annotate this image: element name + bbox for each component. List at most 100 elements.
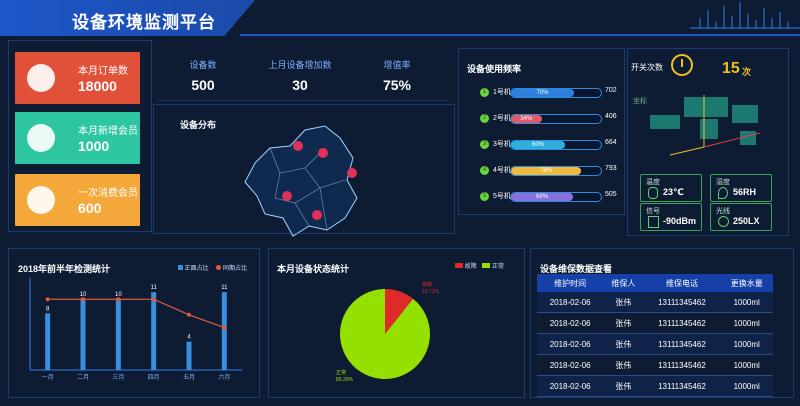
env-label: 信号: [646, 208, 660, 215]
usage-value: 702: [605, 87, 617, 94]
usage-bar: 70%: [510, 88, 602, 98]
usage-index: 4: [480, 166, 489, 175]
usage-row: 1 1号机 70% 702: [480, 86, 620, 100]
bar: [221, 292, 227, 370]
line-point: [151, 297, 156, 302]
usage-row: 2 2号机 34% 406: [480, 112, 620, 126]
usage-name: 3号机: [493, 141, 511, 148]
env-label: 光线: [716, 208, 730, 215]
table-row[interactable]: 2018-02-06 张伟 13111345462 1000ml: [537, 312, 773, 334]
inspection-title: 2018年前半年检测统计: [18, 264, 111, 274]
panel-frame: [8, 248, 260, 398]
x-tick-label: 六月: [218, 373, 230, 381]
usage-name: 2号机: [493, 115, 511, 122]
x-tick-label: 三月: [112, 374, 124, 381]
map-marker: [347, 168, 357, 178]
usage-row: 4 4号机 78% 793: [480, 164, 620, 178]
header-decoration: [690, 2, 800, 29]
legend-label: 正常: [492, 264, 505, 270]
table-row[interactable]: 2018-02-06 张伟 13111345462 1000ml: [537, 333, 773, 355]
kpi-label: 增值率: [383, 60, 411, 70]
table-cell: 2018-02-06: [537, 333, 604, 355]
usage-bar-fill: [511, 141, 565, 149]
bar-label: 11: [221, 285, 228, 291]
kpi-value: 500: [191, 77, 215, 93]
slice-name: 故障: [422, 281, 432, 288]
usage-pct: 78%: [540, 168, 553, 174]
table-cell: 13111345462: [643, 354, 721, 376]
stat-value: 1000: [78, 138, 110, 154]
usage-name: 5号机: [493, 193, 511, 200]
table-cell: 2018-02-06: [537, 375, 604, 397]
switch-label: 开关次数: [631, 63, 663, 72]
panel-frame: [530, 248, 794, 398]
table-row[interactable]: 2018-02-06 张伟 13111345462 1000ml: [537, 354, 773, 376]
column-header: 维保电话: [643, 274, 721, 292]
bar: [151, 292, 157, 370]
table-cell: 1000ml: [720, 354, 773, 376]
switch-unit: 次: [742, 67, 752, 77]
table-cell: 1000ml: [720, 333, 773, 355]
x-tick-label: 二月: [77, 374, 89, 381]
usage-bar: 34%: [510, 114, 602, 124]
maintenance-title: 设备维保数据查看: [540, 264, 613, 274]
humidity-box: 湿度 56RH: [710, 174, 772, 202]
table-cell: 张伟: [603, 354, 644, 376]
slice-pct: 89.29%: [336, 377, 354, 383]
droplet-icon: [718, 187, 728, 199]
legend-swatch-line: [216, 265, 222, 270]
coordinate-label: 坐标: [633, 98, 647, 105]
env-value: 23℃: [663, 187, 684, 197]
map-marker: [318, 148, 328, 158]
table-cell: 2018-02-06: [537, 354, 604, 376]
usage-bar: 78%: [510, 166, 602, 176]
table-row[interactable]: 2018-02-06 张伟 13111345462 1000ml: [537, 292, 773, 313]
map-marker: [293, 141, 303, 151]
maintenance-table: 维护时间 维保人 维保电话 更换水量 2018-02-06 张伟 13111345462 1…: [537, 274, 773, 397]
kpi-label: 设备数: [189, 60, 217, 70]
kpi-label: 上月设备增加数: [268, 60, 332, 70]
usage-bar-fill: [511, 193, 574, 201]
line-point: [222, 325, 227, 330]
usage-pct: 70%: [536, 90, 549, 96]
money-bag-icon: [27, 186, 55, 214]
switch-value: 15: [722, 60, 740, 77]
table-cell: 13111345462: [643, 375, 721, 397]
panel-frame: [627, 48, 789, 236]
bar: [115, 299, 121, 370]
usage-name: 1号机: [493, 89, 511, 96]
pie-slice: [340, 289, 430, 379]
inspection-legend: 正面占比 同期占比: [178, 263, 247, 272]
usage-bar-fill: [511, 89, 574, 97]
panel-frame: [8, 40, 152, 232]
panel-frame: [268, 248, 525, 398]
gift-icon: [27, 124, 55, 152]
map-title: 设备分布: [180, 120, 217, 130]
status-legend: 故障 正常: [455, 261, 504, 270]
signal-box: 信号 -90dBm: [640, 203, 702, 231]
bar-label: 10: [80, 292, 87, 298]
stat-card-orders: 本月订单数 18000: [15, 52, 140, 104]
stat-card-new-members: 本月新增会员 1000: [15, 112, 140, 164]
bar: [80, 299, 86, 370]
kpi-value: 75%: [382, 77, 412, 93]
legend-swatch-fault: [455, 263, 463, 268]
table-cell: 1000ml: [720, 292, 773, 313]
usage-value: 505: [605, 191, 617, 198]
table-cell: 13111345462: [643, 292, 721, 313]
header-divider: [240, 34, 800, 36]
stat-card-single-purchase: 一次消费会员 600: [15, 174, 140, 226]
slice-name: 正常: [336, 369, 346, 376]
x-tick-label: 四月: [148, 374, 160, 381]
line-series: [47, 298, 225, 329]
bar-label: 10: [115, 292, 122, 298]
usage-bar: 60%: [510, 140, 602, 150]
light-box: 光线 250LX: [710, 203, 772, 231]
usage-bar: 69%: [510, 192, 602, 202]
table-row[interactable]: 2018-02-06 张伟 13111345462 1000ml: [537, 375, 773, 397]
table-cell: 1000ml: [720, 375, 773, 397]
pie-slice: [385, 289, 414, 334]
bar-label: 8: [46, 306, 50, 312]
temperature-box: 温度 23℃: [640, 174, 702, 202]
kpi-value: 30: [292, 77, 308, 93]
